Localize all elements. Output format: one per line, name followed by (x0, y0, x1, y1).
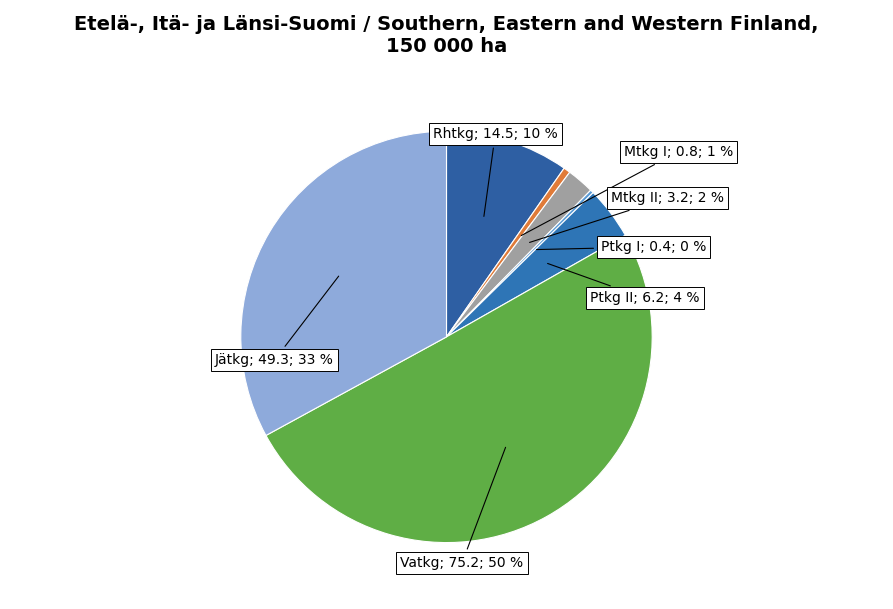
Wedge shape (266, 235, 652, 543)
Wedge shape (446, 190, 593, 337)
Title: Etelä-, Itä- ja Länsi-Suomi / Southern, Eastern and Western Finland,
150 000 ha: Etelä-, Itä- ja Länsi-Suomi / Southern, … (74, 15, 819, 56)
Wedge shape (446, 168, 570, 337)
Wedge shape (446, 192, 625, 337)
Text: Jätkg; 49.3; 33 %: Jätkg; 49.3; 33 % (215, 276, 338, 367)
Wedge shape (241, 131, 446, 435)
Wedge shape (446, 131, 564, 337)
Text: Mtkg I; 0.8; 1 %: Mtkg I; 0.8; 1 % (522, 145, 733, 236)
Text: Ptkg I; 0.4; 0 %: Ptkg I; 0.4; 0 % (537, 240, 706, 254)
Text: Mtkg II; 3.2; 2 %: Mtkg II; 3.2; 2 % (530, 191, 724, 242)
Text: Rhtkg; 14.5; 10 %: Rhtkg; 14.5; 10 % (433, 127, 558, 216)
Text: Ptkg II; 6.2; 4 %: Ptkg II; 6.2; 4 % (547, 264, 700, 305)
Wedge shape (446, 172, 590, 337)
Text: Vatkg; 75.2; 50 %: Vatkg; 75.2; 50 % (400, 447, 523, 570)
